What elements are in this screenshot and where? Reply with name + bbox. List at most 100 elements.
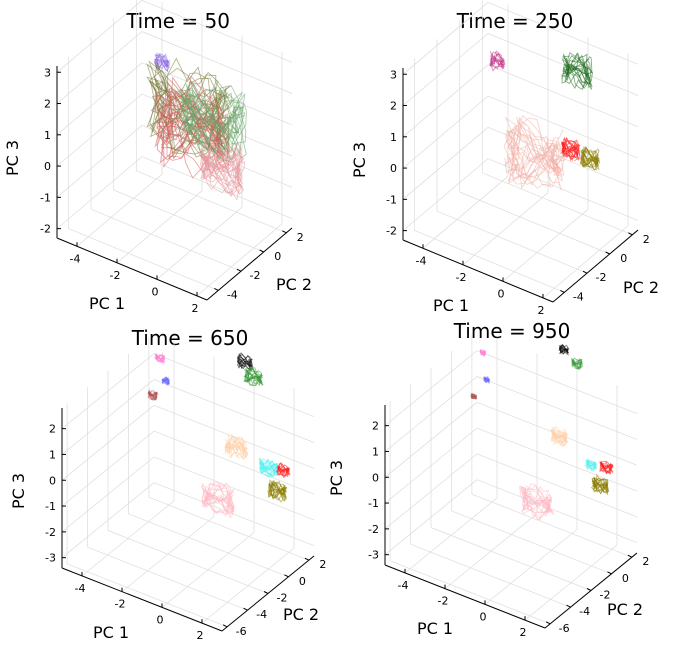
- grid-line: [153, 353, 315, 417]
- grid-line: [384, 453, 478, 530]
- trajectory-line: [561, 141, 578, 158]
- axes: -4 -2 0 2 -4 -2 0 2 3 2 1 0 -1 -2: [40, 66, 304, 315]
- x-axis-line: [56, 237, 208, 301]
- y-tick-label: -4: [573, 290, 584, 303]
- z-tick-label: 2: [49, 423, 56, 436]
- y-axis-label: PC 2: [607, 600, 643, 619]
- grid-line: [136, 170, 287, 234]
- grid-line: [87, 546, 248, 611]
- z-tick-label: 0: [390, 162, 397, 175]
- trajectory-line: [508, 121, 563, 177]
- y-axis-label: PC 2: [623, 278, 659, 297]
- x-tick-label: 0: [152, 285, 159, 298]
- trajectory-cluster: [561, 51, 594, 90]
- grid-line: [451, 510, 612, 575]
- z-tick-label: -3: [368, 549, 379, 562]
- trajectory-line: [507, 127, 565, 190]
- trajectory-line: [201, 481, 235, 511]
- x-tick-label: -4: [70, 252, 81, 265]
- trajectory-line: [238, 354, 252, 371]
- trajectory-cluster: [482, 375, 491, 384]
- grid-line: [61, 405, 155, 481]
- trajectory-line: [584, 460, 597, 470]
- grid-line: [90, 208, 242, 272]
- grid-line: [402, 2, 489, 75]
- grid-line: [56, 156, 143, 229]
- z-axis-label: PC 3: [350, 142, 369, 178]
- trajectory-line: [483, 376, 490, 383]
- grid: [56, 0, 293, 297]
- grid-line: [141, 156, 293, 219]
- x-tick-label: -4: [75, 582, 86, 595]
- z-tick-label: 1: [372, 446, 379, 459]
- trajectory-cluster: [590, 473, 610, 496]
- trajectory-line: [580, 150, 600, 171]
- trajectory-line: [504, 135, 562, 191]
- y-tick-label: 0: [622, 572, 629, 585]
- trajectory-line: [571, 358, 583, 370]
- trajectory-cluster: [558, 343, 570, 356]
- grid-line: [56, 125, 143, 198]
- grid-line: [487, 95, 639, 159]
- panel-title: Time = 250: [456, 9, 574, 33]
- trajectory-line: [489, 54, 505, 70]
- trajectory-line: [148, 391, 158, 401]
- trajectory-line: [224, 434, 248, 458]
- trajectory-line: [599, 460, 614, 473]
- trajectory-line: [277, 463, 291, 476]
- y-tick-label: 2: [297, 231, 304, 244]
- trajectory-cluster: [560, 136, 581, 162]
- trajectory-line: [180, 90, 243, 154]
- grid-line: [61, 353, 155, 429]
- z-tick-label: 2: [390, 100, 397, 113]
- grid-line: [384, 479, 478, 555]
- trajectory-layer: [470, 343, 614, 521]
- y-tick-mark: [582, 270, 588, 274]
- x-axis-line: [61, 567, 223, 632]
- trajectory-line: [591, 477, 608, 494]
- trajectory-line: [178, 83, 241, 149]
- grid: [384, 334, 638, 625]
- grid-line: [56, 93, 143, 167]
- x-tick-label: 2: [197, 629, 204, 642]
- trajectory-cluster: [599, 460, 614, 475]
- x-tick-label: 0: [480, 610, 487, 623]
- y-tick-mark: [586, 588, 592, 591]
- trajectory-line: [470, 394, 477, 400]
- panel-time-250: Time = 250 -4 -2 0 2 -4 -2 0 2 3 2 1 0 -1 -2 PC 1 PC …: [350, 0, 659, 317]
- trajectory-line: [558, 344, 569, 355]
- grid-line: [502, 209, 589, 282]
- x-tick-label: -4: [416, 254, 427, 267]
- grid-line: [389, 560, 551, 625]
- z-tick-label: 2: [372, 420, 379, 433]
- grid-line: [156, 207, 243, 280]
- grid-line: [402, 95, 489, 169]
- x-axis-label: PC 1: [89, 294, 125, 313]
- z-axis-label: PC 3: [327, 460, 346, 496]
- grid: [61, 337, 315, 628]
- y-tick-label: -2: [600, 589, 611, 602]
- trajectory-cluster: [518, 483, 555, 521]
- grid-line: [76, 174, 163, 247]
- grid-line: [487, 64, 639, 128]
- y-tick-label: 2: [643, 233, 650, 246]
- grid-line: [476, 479, 638, 544]
- grid-line: [476, 427, 638, 492]
- trajectory-line: [200, 146, 242, 197]
- y-axis-line: [552, 229, 639, 303]
- trajectory-cluster: [199, 139, 246, 201]
- y-tick-label: -4: [579, 605, 590, 618]
- z-tick-label: 1: [49, 449, 56, 462]
- grid-line: [384, 427, 478, 504]
- y-tick-label: -4: [227, 288, 238, 301]
- x-tick-label: -2: [438, 595, 449, 608]
- z-tick-label: -1: [45, 500, 56, 513]
- y-tick-label: 2: [642, 555, 649, 568]
- y-tick-label: -2: [250, 269, 261, 282]
- x-tick-label: -4: [398, 579, 409, 592]
- grid-line: [56, 0, 143, 73]
- x-tick-label: 2: [520, 626, 527, 639]
- z-tick-label: -3: [45, 552, 56, 565]
